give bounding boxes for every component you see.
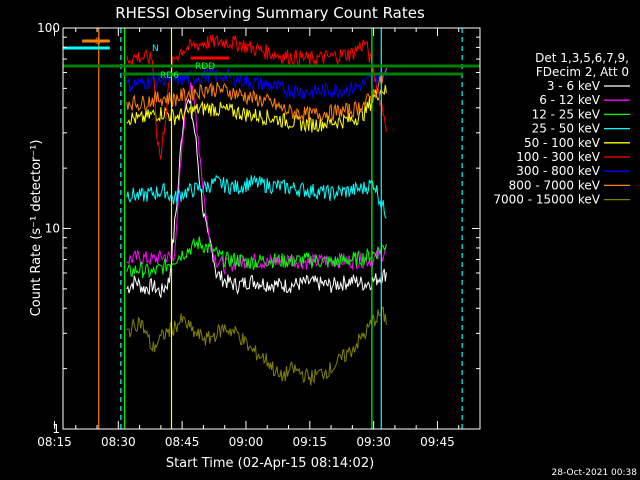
footer-timestamp: 28-Oct-2021 00:38 — [552, 468, 638, 478]
y-tick-label-2: 100 — [37, 21, 60, 35]
legend-label-3: 25 - 50 keV — [532, 122, 601, 136]
y-axis-label: Count Rate (s⁻¹ detector⁻¹) — [29, 140, 44, 317]
x-axis-label: Start Time (02-Apr-15 08:14:02) — [166, 456, 374, 471]
x-tick-label-6: 09:45 — [420, 435, 455, 449]
series-line-7 — [126, 67, 387, 123]
y-tick-label-0: 1 — [52, 422, 60, 436]
x-tick-label-3: 09:00 — [229, 435, 264, 449]
legend-label-7: 800 - 7000 keV — [509, 178, 601, 192]
legend-header-line-1: Det 1,3,5,6,7,9, — [535, 51, 629, 65]
flag-label-1: N — [152, 44, 159, 54]
series-line-2 — [126, 236, 387, 279]
legend-label-4: 50 - 100 keV — [524, 136, 601, 150]
flag-label-3: RDD — [195, 62, 215, 72]
x-tick-label-0: 08:15 — [37, 435, 72, 449]
legend-label-2: 12 - 25 keV — [532, 107, 601, 121]
legend-label-0: 3 - 6 keV — [547, 79, 601, 93]
series-line-6 — [126, 67, 387, 101]
legend-label-1: 6 - 12 keV — [539, 93, 601, 107]
x-tick-label-4: 09:15 — [292, 435, 327, 449]
x-tick-label-1: 08:30 — [101, 435, 136, 449]
series-line-8 — [126, 306, 387, 386]
x-tick-label-5: 09:30 — [356, 435, 391, 449]
legend: Det 1,3,5,6,7,9, FDecim 2, Att 0 3 - 6 k… — [493, 51, 630, 207]
axes: 08:15 08:30 08:45 09:00 09:15 09:30 09:45 1 10 10… — [37, 21, 480, 449]
chart-title: RHESSI Observing Summary Count Rates — [115, 4, 425, 22]
series-line-3 — [126, 174, 387, 219]
series-line-0 — [126, 98, 387, 298]
flag-label-0: S — [95, 37, 101, 47]
legend-label-6: 300 - 800 keV — [516, 164, 600, 178]
y-tick-label-1: 10 — [45, 222, 60, 236]
legend-label-5: 100 - 300 keV — [516, 150, 600, 164]
x-tick-label-2: 08:45 — [165, 435, 200, 449]
flag-label-2: RD6 — [160, 71, 179, 81]
legend-label-8: 7000 - 15000 keV — [493, 193, 600, 207]
plot-area: S N RD6 RDD — [63, 28, 480, 429]
series-line-4 — [126, 84, 387, 133]
legend-header-line-2: FDecim 2, Att 0 — [536, 65, 629, 79]
